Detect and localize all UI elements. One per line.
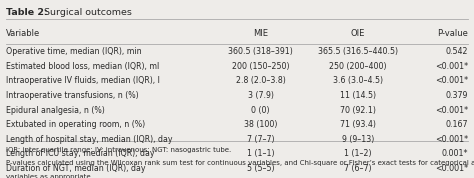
Text: Surgical outcomes: Surgical outcomes [38,8,132,17]
Text: Length of hospital stay, median (IQR), day: Length of hospital stay, median (IQR), d… [6,135,172,144]
Text: 0.542: 0.542 [446,47,468,56]
Text: variables as appropriate.: variables as appropriate. [6,174,92,178]
Text: 3 (7.9): 3 (7.9) [248,91,273,100]
Text: MIE: MIE [253,29,268,38]
Text: 3.6 (3.0–4.5): 3.6 (3.0–4.5) [333,76,383,85]
Text: <0.001*: <0.001* [435,106,468,115]
Text: Estimated blood loss, median (IQR), ml: Estimated blood loss, median (IQR), ml [6,62,159,71]
Text: 0.379: 0.379 [446,91,468,100]
Text: 71 (93.4): 71 (93.4) [340,120,376,129]
Text: 7 (6–7): 7 (6–7) [344,164,372,173]
Text: 11 (14.5): 11 (14.5) [340,91,376,100]
Text: 2.8 (2.0–3.8): 2.8 (2.0–3.8) [236,76,285,85]
Text: <0.001*: <0.001* [435,164,468,173]
Text: P-values calculated using the Wilcoxan rank sum test for continuous variables, a: P-values calculated using the Wilcoxan r… [6,160,474,166]
Text: 38 (100): 38 (100) [244,120,277,129]
Text: Table 2:: Table 2: [6,8,47,17]
Text: 365.5 (316.5–440.5): 365.5 (316.5–440.5) [318,47,398,56]
Text: Operative time, median (IQR), min: Operative time, median (IQR), min [6,47,141,56]
Text: 200 (150–250): 200 (150–250) [232,62,290,71]
Text: 70 (92.1): 70 (92.1) [340,106,376,115]
Text: 7 (7–7): 7 (7–7) [247,135,274,144]
Text: 5 (5–5): 5 (5–5) [247,164,274,173]
Text: 1 (1–1): 1 (1–1) [247,149,274,158]
Text: Extubated in operating room, n (%): Extubated in operating room, n (%) [6,120,145,129]
Text: Duration of NGT, median (IQR), day: Duration of NGT, median (IQR), day [6,164,145,173]
Text: Epidural analgesia, n (%): Epidural analgesia, n (%) [6,106,104,115]
Text: <0.001*: <0.001* [435,62,468,71]
Text: Length of ICU stay, median (IQR), day: Length of ICU stay, median (IQR), day [6,149,154,158]
Text: P-value: P-value [438,29,468,38]
Text: IQR: inter-quartile range; IV: intravenous; NGT: nasogastric tube.: IQR: inter-quartile range; IV: intraveno… [6,147,231,153]
Text: OIE: OIE [351,29,365,38]
Text: 0.001*: 0.001* [442,149,468,158]
Text: Intraoperative transfusions, n (%): Intraoperative transfusions, n (%) [6,91,138,100]
Text: 0 (0): 0 (0) [251,106,270,115]
Text: <0.001*: <0.001* [435,76,468,85]
Text: 360.5 (318–391): 360.5 (318–391) [228,47,293,56]
Text: <0.001*: <0.001* [435,135,468,144]
Text: Intraoperative IV fluids, median (IQR), l: Intraoperative IV fluids, median (IQR), … [6,76,160,85]
Text: 250 (200–400): 250 (200–400) [329,62,387,71]
Text: 9 (9–13): 9 (9–13) [342,135,374,144]
Text: Variable: Variable [6,29,40,38]
Text: 0.167: 0.167 [446,120,468,129]
Text: 1 (1–2): 1 (1–2) [344,149,372,158]
